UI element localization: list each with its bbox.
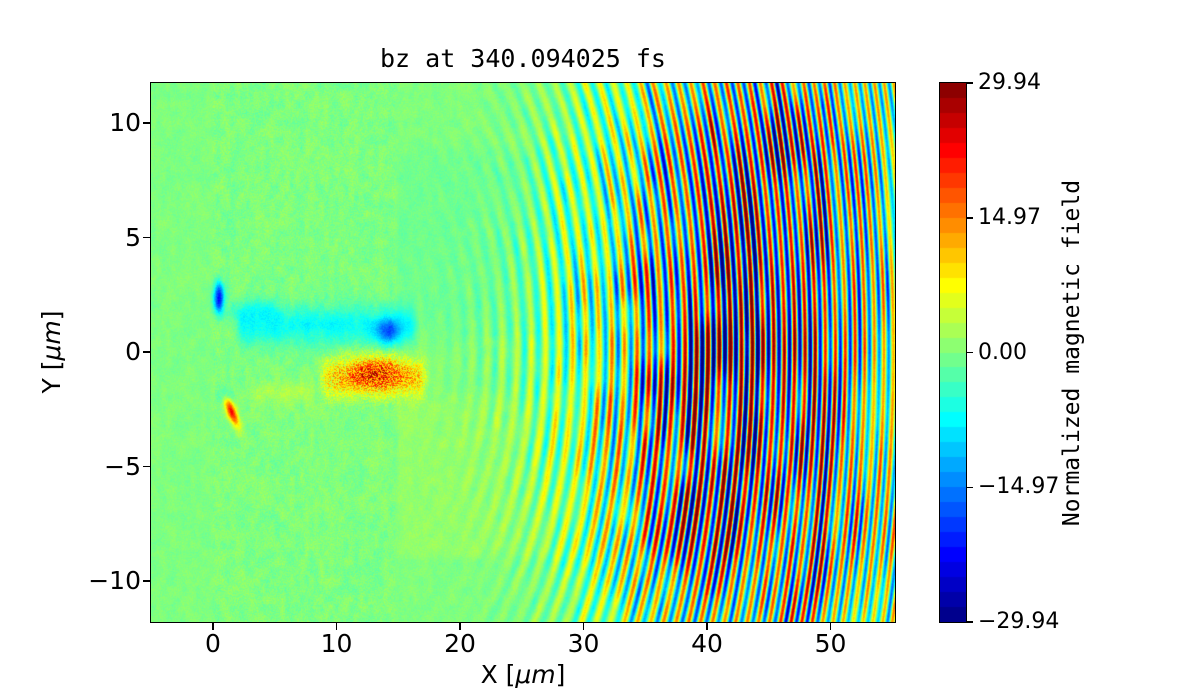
colorbar-tick-mark	[967, 621, 973, 623]
y-tick-label: 10	[109, 108, 141, 137]
y-tick-mark	[143, 122, 150, 124]
colorbar-tick-label: 29.94	[978, 70, 1041, 95]
x-tick-mark	[212, 623, 214, 630]
colorbar-tick-mark	[967, 351, 973, 354]
y-tick-mark	[143, 580, 150, 582]
y-tick-label: 5	[125, 222, 141, 252]
x-tick-label: 0	[205, 629, 221, 658]
y-tick-mark	[143, 236, 150, 239]
colorbar-frame	[939, 82, 967, 623]
heatmap-canvas	[151, 83, 895, 622]
y-tick-label: −10	[88, 566, 141, 595]
colorbar-tick-mark	[967, 82, 973, 84]
colorbar-tick-mark	[967, 217, 973, 219]
x-tick-mark	[459, 623, 461, 630]
y-tick-label: 0	[125, 337, 141, 366]
y-tick-mark	[143, 465, 150, 468]
colorbar-tick-mark	[967, 486, 973, 488]
colorbar-tick-label: 14.97	[978, 204, 1041, 230]
x-tick-mark	[582, 623, 585, 630]
y-axis-label-post: ]	[37, 310, 66, 321]
x-tick-label: 10	[320, 629, 353, 658]
x-tick-mark	[829, 623, 832, 630]
plot-title: bz at 340.094025 fs	[380, 44, 666, 73]
y-tick-label: −5	[104, 451, 141, 481]
x-tick-label: 50	[814, 629, 847, 658]
x-tick-label: 30	[567, 629, 600, 658]
colorbar-tick-label: −14.97	[978, 474, 1060, 500]
x-tick-label: 40	[691, 629, 723, 658]
x-axis-label-mu: μm	[515, 660, 556, 689]
plot-frame	[150, 82, 896, 623]
x-tick-label: 20	[444, 629, 476, 658]
colorbar-canvas	[940, 83, 966, 622]
y-tick-mark	[143, 351, 150, 353]
x-tick-mark	[335, 623, 338, 630]
x-axis-label-pre: X [	[480, 660, 516, 689]
x-tick-mark	[706, 623, 708, 630]
x-axis-label: X [μm]	[151, 660, 895, 689]
colorbar-tick-label: 0.00	[978, 339, 1027, 365]
x-axis-label-post: ]	[555, 660, 566, 689]
colorbar-tick-label: −29.94	[978, 609, 1060, 634]
